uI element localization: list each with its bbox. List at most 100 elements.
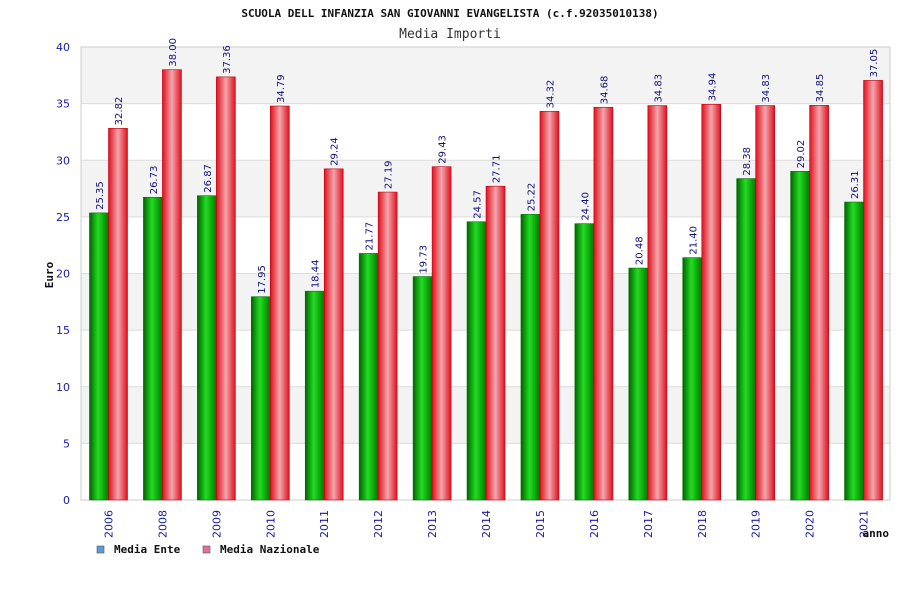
bar-media-ente [520, 214, 541, 501]
x-tick-label: 2014 [480, 510, 493, 538]
data-label: 29.24 [330, 137, 341, 166]
y-tick-label: 5 [63, 437, 70, 450]
bar-media-ente [251, 296, 271, 501]
data-label: 29.02 [796, 140, 807, 169]
bar-media-nazionale [108, 128, 128, 501]
legend: Media Ente Media Nazionale [96, 543, 320, 556]
data-label: 37.36 [222, 45, 233, 74]
bar-media-nazionale [809, 105, 829, 501]
data-label: 20.48 [634, 236, 645, 265]
chart-subtitle: Media Importi [399, 27, 501, 42]
bars [89, 69, 883, 501]
data-label: 34.79 [276, 74, 287, 103]
bar-media-nazionale [162, 69, 182, 501]
data-label: 19.73 [419, 245, 430, 274]
x-tick-label: 2011 [318, 510, 331, 538]
data-label: 38.00 [168, 38, 179, 67]
data-label: 37.05 [869, 49, 880, 78]
x-tick-label: 2013 [426, 510, 439, 538]
bar-media-nazionale [216, 76, 236, 501]
bar-media-ente [143, 196, 163, 501]
data-label: 24.57 [473, 190, 484, 219]
x-tick-label: 2015 [534, 510, 547, 538]
bar-media-nazionale [701, 104, 722, 501]
y-axis-label: Euro [43, 261, 56, 288]
data-label: 18.44 [311, 260, 322, 289]
data-label: 24.40 [580, 192, 591, 221]
x-tick-label: 2017 [642, 510, 655, 538]
data-label: 34.32 [545, 80, 556, 109]
y-axis-ticks: 0 5 10 15 20 25 30 35 40 [56, 41, 70, 507]
bar-media-nazionale [755, 105, 776, 501]
x-tick-label: 2009 [210, 510, 223, 538]
y-tick-label: 0 [63, 494, 70, 507]
y-tick-label: 10 [56, 381, 70, 394]
data-label: 26.73 [149, 166, 160, 195]
data-label: 21.77 [365, 222, 376, 251]
legend-swatch [96, 545, 105, 554]
y-tick-label: 40 [56, 41, 70, 54]
y-tick-label: 30 [56, 154, 70, 167]
x-tick-label: 2016 [588, 510, 601, 538]
y-tick-label: 25 [56, 211, 70, 224]
data-label: 21.40 [688, 226, 699, 255]
bar-media-ente [790, 171, 810, 501]
data-label: 29.43 [438, 135, 449, 164]
bar-media-nazionale [269, 105, 290, 501]
bar-media-ente [197, 195, 217, 501]
data-label: 34.83 [653, 74, 664, 103]
bar-media-ente [358, 253, 379, 501]
x-axis-ticks: 2006 2008 2009 2010 2011 2012 2013 2014 2015 2016… [103, 510, 871, 538]
bar-media-nazionale [431, 166, 452, 501]
bar-media-nazionale [323, 168, 344, 501]
bar-media-ente [89, 212, 109, 501]
bar-media-nazionale [377, 191, 398, 501]
x-tick-label: 2020 [804, 510, 817, 538]
x-tick-label: 2012 [372, 510, 385, 538]
data-label: 27.71 [492, 155, 503, 184]
bar-media-nazionale [863, 80, 883, 501]
plot-band [81, 47, 890, 104]
bar-media-nazionale [539, 111, 560, 501]
data-label: 28.38 [742, 147, 753, 176]
bar-media-nazionale [593, 106, 614, 501]
legend-label: Media Ente [114, 543, 181, 556]
bar-media-nazionale [485, 185, 506, 501]
legend-swatch [202, 545, 211, 554]
data-label: 17.95 [257, 265, 268, 294]
data-label: 27.19 [384, 160, 395, 189]
data-label: 34.68 [599, 76, 610, 105]
data-label: 25.22 [526, 183, 537, 212]
data-label: 34.85 [815, 74, 826, 103]
bar-media-ente [412, 276, 433, 501]
data-label: 26.87 [203, 164, 214, 193]
bar-media-nazionale [647, 105, 668, 501]
y-tick-label: 35 [56, 98, 70, 111]
bar-media-ente [682, 257, 703, 501]
y-tick-label: 15 [56, 324, 70, 337]
data-label: 32.82 [114, 97, 125, 126]
x-tick-label: 2021 [858, 510, 871, 538]
data-label: 34.83 [761, 74, 772, 103]
x-tick-label: 2019 [750, 510, 763, 538]
bar-media-ente [466, 221, 487, 501]
plot-band [81, 103, 890, 161]
bar-media-ente [736, 178, 757, 501]
bar-media-ente [628, 267, 649, 501]
x-tick-label: 2008 [156, 510, 169, 538]
bar-media-ente [304, 290, 325, 501]
y-tick-label: 20 [56, 268, 70, 281]
bar-media-ente [574, 223, 595, 501]
x-tick-label: 2010 [264, 510, 277, 538]
data-label: 25.35 [95, 181, 106, 210]
data-label: 34.94 [707, 73, 718, 102]
bar-media-ente [844, 201, 864, 501]
legend-label: Media Nazionale [220, 543, 320, 556]
value-labels: 25.35 32.82 26.73 38.00 26.87 37.36 17.95 34.79… [95, 38, 880, 294]
x-tick-label: 2018 [696, 510, 709, 538]
x-tick-label: 2006 [103, 510, 116, 538]
chart-title: SCUOLA DELL INFANZIA SAN GIOVANNI EVANGE… [241, 7, 658, 20]
data-label: 26.31 [850, 170, 861, 199]
x-axis-label: anno [863, 527, 890, 540]
